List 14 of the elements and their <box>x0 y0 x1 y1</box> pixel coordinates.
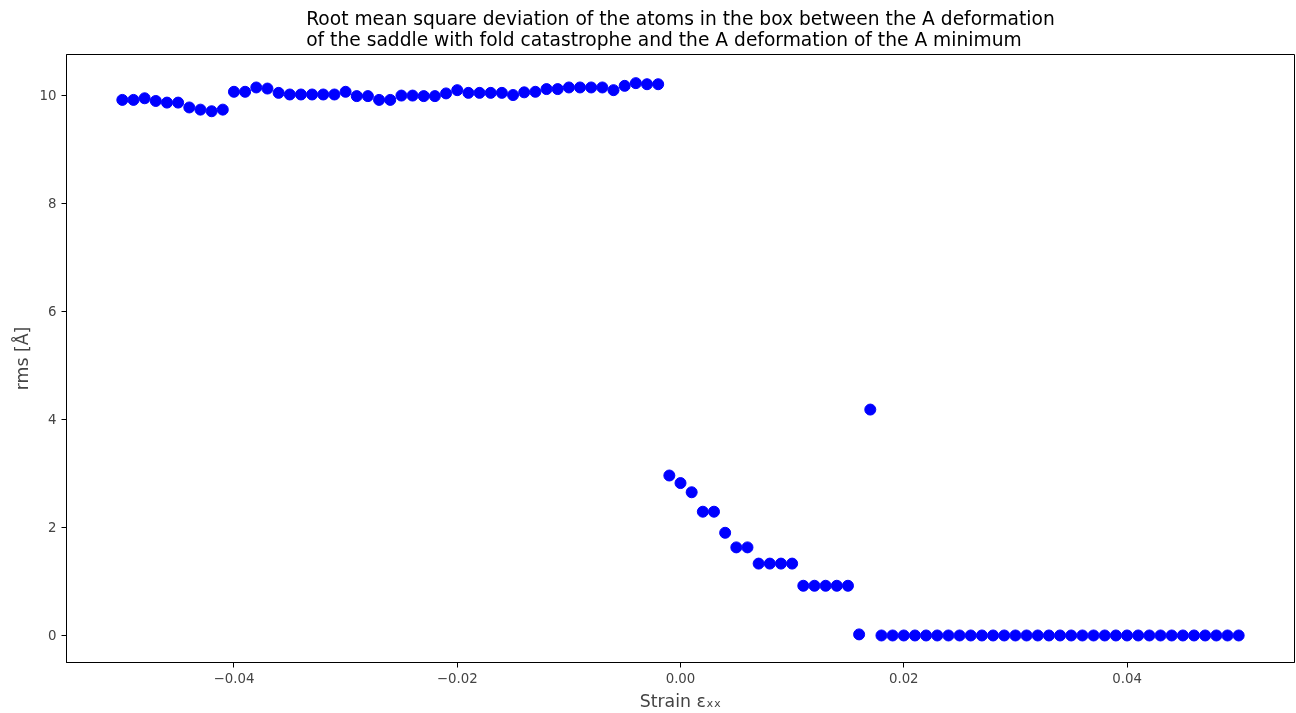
x-tick-label: −0.04 <box>213 670 255 686</box>
y-tick-label: 6 <box>48 304 57 320</box>
x-tick-label: 0.02 <box>888 670 919 686</box>
y-tick-label: 4 <box>48 412 57 428</box>
x-tick-label: 0.00 <box>665 670 696 686</box>
y-tick-label: 8 <box>48 196 57 212</box>
chart-title: Root mean square deviation of the atoms in the box between the A deformation of the saddle with fold catastrophe and the A deformation of the A minimum <box>306 7 1055 50</box>
x-tick-label: 0.04 <box>1112 670 1142 686</box>
x-axis-title: Strain εₓₓ <box>639 690 722 711</box>
y-tick-label: 0 <box>48 628 57 644</box>
y-tick-label: 10 <box>39 88 57 104</box>
y-tick-label: 2 <box>48 520 57 536</box>
x-tick-label: −0.02 <box>436 670 478 686</box>
y-axis-title: rms [Å] <box>10 326 32 391</box>
